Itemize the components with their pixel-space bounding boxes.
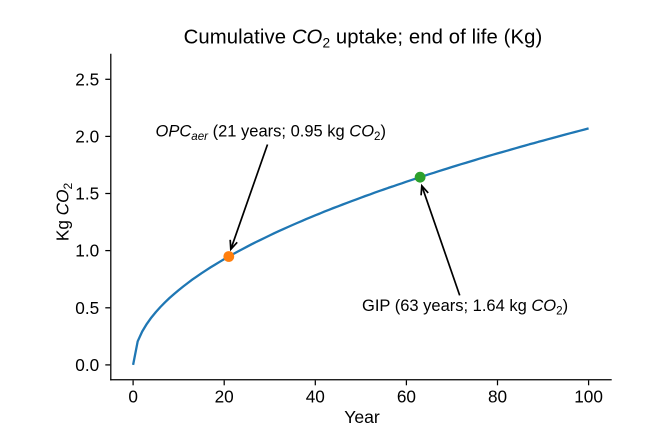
- svg-text:Kg CO2: Kg CO2: [53, 183, 76, 242]
- svg-text:100: 100: [574, 387, 603, 407]
- svg-text:20: 20: [215, 387, 234, 407]
- svg-text:2.5: 2.5: [75, 69, 99, 89]
- svg-text:0.5: 0.5: [75, 298, 99, 318]
- svg-text:1.0: 1.0: [75, 241, 99, 261]
- svg-text:2.0: 2.0: [75, 127, 99, 147]
- svg-text:Cumulative CO2 uptake; end of: Cumulative CO2 uptake; end of life (Kg): [184, 27, 543, 51]
- svg-text:Year: Year: [344, 407, 380, 427]
- svg-text:0: 0: [128, 387, 138, 407]
- svg-text:GIP (63 years; 1.64 kg CO2): GIP (63 years; 1.64 kg CO2): [362, 297, 568, 318]
- svg-text:40: 40: [306, 387, 325, 407]
- svg-text:OPCaer (21 years; 0.95 kg CO2): OPCaer (21 years; 0.95 kg CO2): [156, 122, 386, 143]
- svg-text:0.0: 0.0: [75, 355, 99, 375]
- svg-text:1.5: 1.5: [75, 184, 99, 204]
- svg-text:80: 80: [488, 387, 507, 407]
- svg-text:60: 60: [397, 387, 416, 407]
